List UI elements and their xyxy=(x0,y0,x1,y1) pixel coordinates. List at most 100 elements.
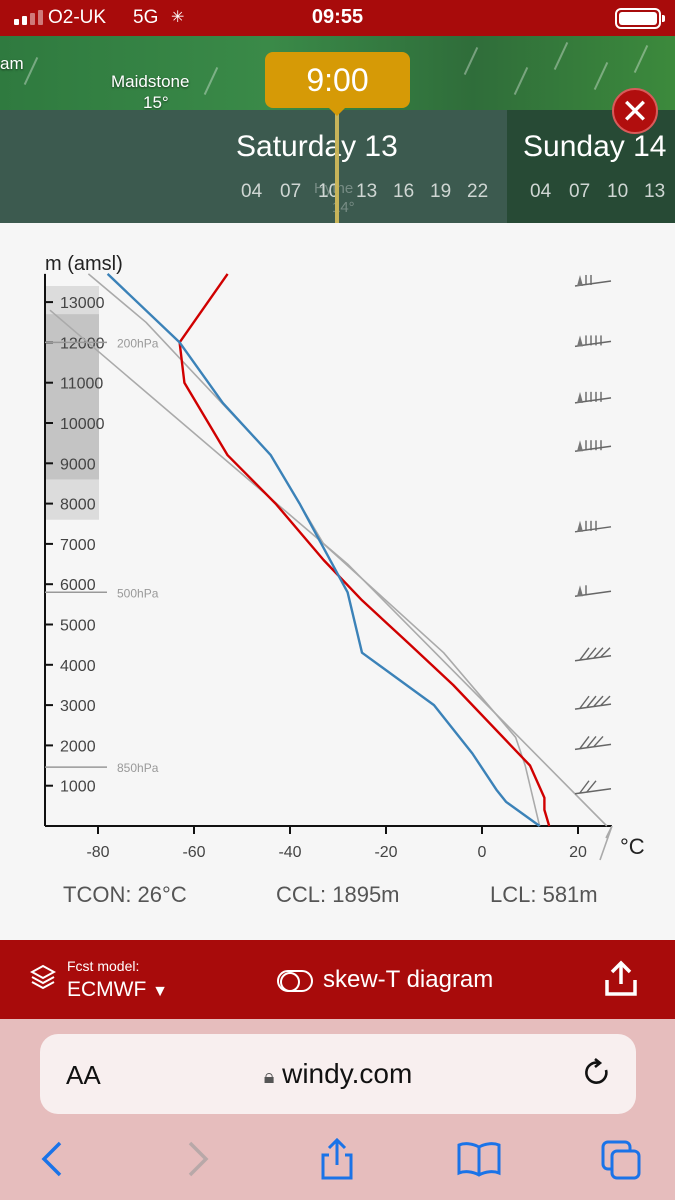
tabs-icon[interactable] xyxy=(600,1139,642,1186)
hour-ticks-sunday[interactable]: 04 07 10 13 xyxy=(530,181,670,203)
ccl-value: CCL: 1895m xyxy=(276,882,400,907)
y-tick-label: 5000 xyxy=(60,618,96,635)
profile-line xyxy=(106,273,541,827)
hour-tick[interactable]: 04 xyxy=(241,181,263,202)
network-type: 5G xyxy=(133,7,159,28)
reload-icon[interactable] xyxy=(582,1056,612,1095)
chevron-down-icon: ▼ xyxy=(152,983,169,1000)
back-icon[interactable] xyxy=(40,1139,64,1184)
x-tick-label: -20 xyxy=(374,844,397,861)
wind-barb-tick xyxy=(579,695,590,709)
y-tick-label: 11000 xyxy=(60,376,103,393)
hour-tick[interactable]: 19 xyxy=(430,181,452,202)
wind-barb-flag xyxy=(577,520,583,532)
hour-tick[interactable]: 10 xyxy=(318,181,340,202)
wind-barb-tick xyxy=(600,647,611,658)
map-city-label-maidstone: Maidstone xyxy=(111,72,190,91)
day-label-sunday[interactable]: Sunday 14 xyxy=(523,130,667,163)
wind-barb-tick xyxy=(593,695,604,707)
status-bar: O2-UK 5G ✳ 09:55 xyxy=(0,0,675,36)
y-tick-label: 3000 xyxy=(60,698,96,715)
text-size-button[interactable]: AA xyxy=(66,1060,101,1090)
wind-barb-flag xyxy=(577,335,583,347)
profile-line xyxy=(178,273,551,827)
lock-icon: 🔒︎ xyxy=(263,1066,275,1088)
timeline-cursor[interactable] xyxy=(335,110,339,223)
y-tick-label: 1000 xyxy=(60,779,96,796)
model-name: ECMWF xyxy=(67,978,147,1001)
wind-barb-tick xyxy=(593,735,604,747)
model-caption: Fcst model: xyxy=(67,958,140,974)
x-tick-label: -60 xyxy=(182,844,205,861)
profile-line xyxy=(49,309,608,827)
wind-barb-flag xyxy=(577,274,583,286)
model-selector[interactable]: ECMWF ▼ xyxy=(67,978,168,1002)
wind-barb-staff xyxy=(574,788,612,795)
y-tick-label: 4000 xyxy=(60,658,96,675)
wind-barb-staff xyxy=(574,743,612,751)
wind-barb-tick xyxy=(579,647,590,661)
wind-barb-staff xyxy=(574,655,612,662)
share-icon[interactable] xyxy=(318,1137,356,1186)
hour-ticks-saturday[interactable]: 04 07 10 13 16 19 22 xyxy=(241,181,497,203)
x-tick-label: -80 xyxy=(86,844,109,861)
browser-chrome: AA 🔒︎ windy.com xyxy=(0,1019,675,1200)
hour-tick[interactable]: 07 xyxy=(280,181,302,202)
profile-line xyxy=(87,273,541,827)
hour-tick[interactable]: 16 xyxy=(393,181,415,202)
wind-barb-tick xyxy=(600,695,611,706)
hour-tick[interactable]: 04 xyxy=(530,181,552,202)
url-display[interactable]: 🔒︎ windy.com xyxy=(40,1058,636,1090)
y-tick-label: 2000 xyxy=(60,738,96,755)
hour-tick[interactable]: 22 xyxy=(467,181,489,202)
wind-barb-tick xyxy=(586,735,597,748)
profile-end-mark xyxy=(599,825,613,861)
tcon-value: TCON: 26°C xyxy=(63,882,187,907)
status-time: 09:55 xyxy=(311,6,364,28)
carrier-name: O2-UK xyxy=(48,7,107,28)
lcl-value: LCL: 581m xyxy=(490,882,598,907)
wind-barb-tick xyxy=(579,780,590,794)
bottom-toolbar: Fcst model: ECMWF ▼ skew-T diagram xyxy=(0,940,675,1019)
map-temperature-label: 15° xyxy=(143,93,169,110)
battery-icon xyxy=(615,8,665,29)
share-icon[interactable] xyxy=(602,960,640,1003)
wind-barb-tick xyxy=(593,647,604,659)
layers-icon[interactable] xyxy=(29,964,57,997)
pressure-level-label: 850hPa xyxy=(117,761,159,775)
diagram-mode-label[interactable]: skew-T diagram xyxy=(323,966,494,993)
x-tick-label: 20 xyxy=(569,844,587,861)
hour-tick[interactable]: 10 xyxy=(607,181,629,202)
hour-tick[interactable]: 13 xyxy=(644,181,666,202)
forward-icon[interactable] xyxy=(186,1139,210,1184)
close-button[interactable]: ✕ xyxy=(612,88,658,134)
y-tick-label: 10000 xyxy=(60,416,105,433)
current-time-pill[interactable]: 9:00 xyxy=(265,52,410,108)
y-tick-label: 9000 xyxy=(60,456,96,473)
close-icon: ✕ xyxy=(620,93,650,131)
wind-barb-tick xyxy=(586,695,597,708)
x-axis-label: °C xyxy=(620,834,645,859)
wind-barb-tick xyxy=(586,647,597,660)
skew-t-svg: 1000 2000 3000 4000 5000 6000 7000 8000 9000 1000… xyxy=(44,253,645,861)
y-tick-label: 13000 xyxy=(60,295,105,312)
address-bar[interactable]: AA 🔒︎ windy.com xyxy=(40,1034,636,1114)
timeline-underlay-place: Hythe xyxy=(314,180,354,197)
wind-barb-flag xyxy=(577,391,583,403)
activity-spinner-icon: ✳ xyxy=(171,9,185,26)
hour-tick[interactable]: 13 xyxy=(356,181,378,202)
bookmarks-icon[interactable] xyxy=(456,1141,502,1182)
day-label-saturday[interactable]: Saturday 13 xyxy=(236,130,398,163)
skew-t-chart: 1000 2000 3000 4000 5000 6000 7000 8000 9000 1000… xyxy=(0,223,675,940)
hour-tick[interactable]: 07 xyxy=(569,181,591,202)
y-tick-label: 6000 xyxy=(60,577,96,594)
signal-icon xyxy=(14,10,43,25)
wind-barb-staff xyxy=(574,703,612,710)
toggle-icon[interactable] xyxy=(277,970,313,992)
pressure-level-label: 200hPa xyxy=(117,336,159,350)
x-tick-label: 0 xyxy=(478,844,487,861)
pressure-level-label: 500hPa xyxy=(117,586,159,600)
x-tick-label: -40 xyxy=(278,844,301,861)
wind-barb-flag xyxy=(577,440,583,452)
wind-barb-tick xyxy=(579,736,590,749)
